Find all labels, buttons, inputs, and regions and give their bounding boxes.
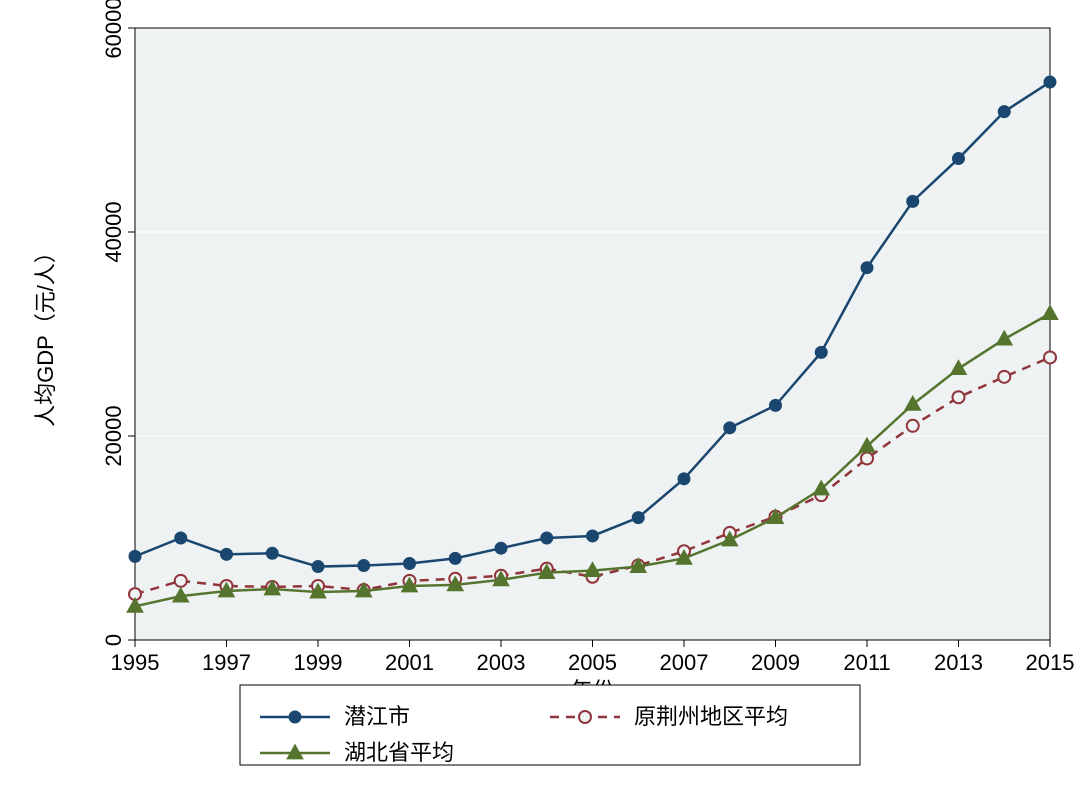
legend-label: 潜江市 — [344, 704, 410, 729]
y-tick-label: 0 — [101, 634, 126, 646]
x-tick-label: 2013 — [934, 650, 983, 675]
y-axis-label: 人均GDP（元/人） — [33, 241, 58, 427]
chart-svg: 1995 1997 1999 2001 2003 2005 2007 2009 2011 2013… — [0, 0, 1080, 790]
y-tick-label: 60000 — [101, 0, 126, 59]
chart-container: 1995 1997 1999 2001 2003 2005 2007 2009 2011 2013… — [0, 0, 1080, 790]
legend-label: 原荆州地区平均 — [634, 704, 788, 729]
x-tick-label: 2011 — [843, 650, 890, 675]
x-tick-label: 2003 — [477, 650, 526, 675]
x-tick-label: 2015 — [1026, 650, 1075, 675]
x-tick-label: 1995 — [111, 650, 160, 675]
legend-label: 湖北省平均 — [344, 740, 454, 765]
x-tick-label: 2005 — [568, 650, 617, 675]
y-tick-label: 40000 — [101, 201, 126, 262]
x-tick-label: 1999 — [294, 650, 343, 675]
x-tick-label: 2009 — [751, 650, 800, 675]
x-tick-label: 1997 — [202, 650, 251, 675]
x-tick-label: 2007 — [660, 650, 709, 675]
y-tick-label: 20000 — [101, 405, 126, 466]
x-tick-label: 2001 — [385, 650, 434, 675]
